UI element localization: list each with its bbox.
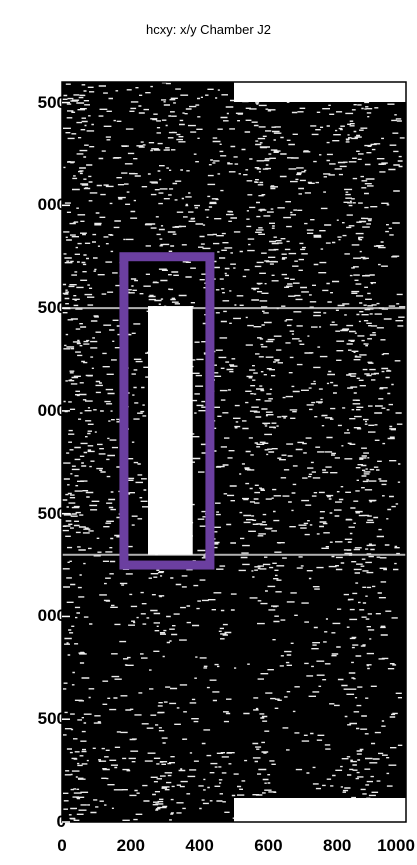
hot-region (148, 306, 193, 555)
bottom-edge-patch (234, 798, 406, 822)
y-tick-label: 000 (37, 195, 66, 215)
x-tick-label: 800 (323, 836, 352, 855)
x-tick-label: 600 (254, 836, 283, 855)
x-tick-label: 200 (116, 836, 145, 855)
top-edge-patch (234, 82, 406, 102)
chart-title: hcxy: x/y Chamber J2 (146, 22, 271, 37)
highlight-box (119, 252, 215, 570)
x-tick-label: 0 (57, 836, 67, 855)
x-tick-label: 1000 (377, 836, 415, 855)
module-boundary-line (62, 307, 406, 310)
y-tick-label: 500 (37, 503, 66, 523)
y-tick-label: 000 (37, 400, 66, 420)
plot-frame (61, 81, 407, 823)
x-tick-label: 400 (185, 836, 214, 855)
y-tick-label: 500 (37, 92, 66, 112)
y-tick-label: 000 (37, 606, 66, 626)
y-tick-label: 500 (37, 298, 66, 318)
plot-background (62, 82, 406, 822)
module-boundary-line (62, 553, 406, 556)
y-tick-label: 500 (37, 709, 66, 729)
